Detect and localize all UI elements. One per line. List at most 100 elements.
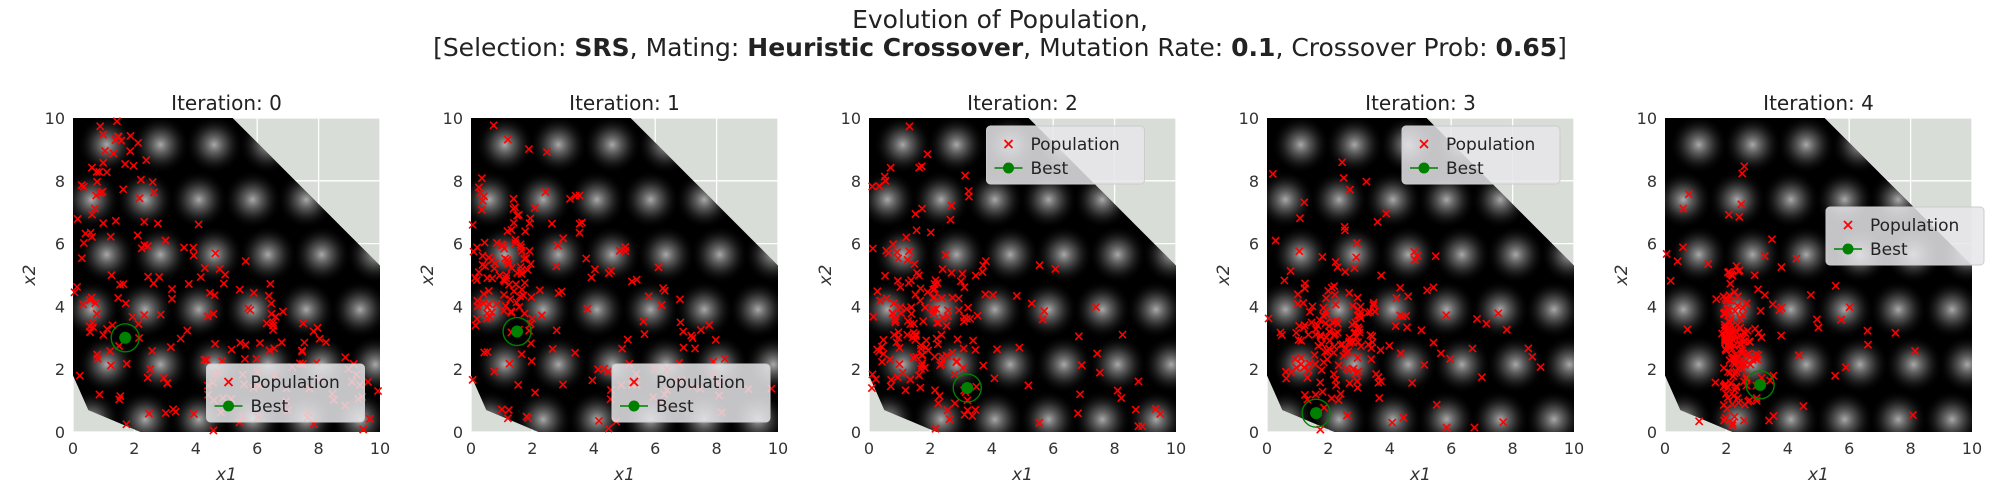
subplot-0: Iteration: 0 0 2 4 6 8 10 0 2 4 6 8 10 x1 x2 Population… [20, 91, 390, 485]
population-point [1027, 299, 1036, 308]
population-point [1339, 351, 1348, 361]
y-tick-label: 4 [1249, 297, 1259, 316]
population-point [1738, 169, 1747, 178]
population-point [1751, 349, 1761, 359]
population-point [1377, 271, 1386, 280]
population-point [623, 335, 632, 344]
population-point [964, 192, 974, 201]
population-point [588, 376, 597, 385]
population-point [167, 284, 177, 294]
heatmap-blob [1363, 390, 1423, 432]
title-part: [Selection: [433, 33, 574, 62]
population-point [1768, 300, 1777, 309]
population-point [1442, 423, 1451, 432]
x-tick-label: 10 [1564, 439, 1584, 458]
population-point [227, 345, 236, 354]
x-tick-label: 8 [1906, 439, 1916, 458]
population-point [1830, 371, 1840, 380]
population-point [93, 354, 102, 363]
population-point [522, 412, 531, 421]
population-point [958, 363, 968, 373]
population-point [919, 317, 928, 326]
population-point [517, 285, 527, 294]
population-point [1388, 418, 1397, 427]
population-point [903, 330, 912, 339]
population-point [184, 279, 193, 289]
population-point [892, 248, 902, 257]
population-point [96, 122, 105, 131]
population-point [478, 196, 487, 205]
population-point [1831, 281, 1840, 290]
population-point [1392, 293, 1401, 303]
legend-population-label: Population [1446, 135, 1535, 155]
population-point [1536, 362, 1545, 372]
population-point [487, 274, 497, 283]
population-point [92, 177, 102, 186]
population-point [875, 296, 885, 305]
population-point [575, 228, 584, 237]
population-point [1323, 346, 1332, 356]
population-point [542, 147, 552, 157]
population-point [1753, 285, 1763, 294]
legend: Population Best [986, 125, 1145, 185]
population-point [990, 374, 999, 383]
population-point [553, 241, 563, 250]
population-point [87, 163, 97, 172]
population-point [115, 395, 124, 404]
legend-population-marker [1419, 139, 1429, 149]
population-point [911, 209, 920, 219]
population-point [85, 295, 95, 305]
legend-population-label: Population [1031, 135, 1120, 155]
subplot-3: Iteration: 3 0 2 4 6 8 10 0 2 4 6 8 10 x1 x2 Population… [1214, 91, 1584, 485]
population-point [880, 172, 889, 181]
population-point [1429, 283, 1438, 292]
population-point [1727, 354, 1737, 363]
population-point [1297, 336, 1306, 345]
population-point [1432, 400, 1441, 409]
population-point [1293, 290, 1302, 299]
population-point [992, 345, 1002, 354]
heatmap-blob [1486, 225, 1545, 284]
legend-population-label: Population [1870, 216, 1959, 236]
population-point [1777, 262, 1786, 272]
population-point [78, 300, 88, 309]
population-point [243, 304, 253, 313]
population-point [1806, 290, 1816, 300]
legend-population-marker [1843, 220, 1853, 230]
population-point [1296, 353, 1306, 363]
population-point [105, 346, 115, 356]
population-point [114, 293, 123, 303]
population-point [525, 246, 534, 256]
population-point [1666, 276, 1675, 285]
population-point [948, 293, 957, 302]
population-point [189, 409, 199, 419]
population-point [523, 265, 532, 274]
y-tick-label: 2 [1647, 360, 1657, 379]
population-point [1353, 293, 1362, 302]
population-point [111, 216, 121, 225]
population-point [1355, 311, 1365, 320]
population-point [868, 370, 877, 379]
population-point [240, 354, 250, 364]
population-point [143, 241, 152, 251]
population-point [85, 322, 94, 331]
population-point [1720, 334, 1730, 343]
population-point [1311, 325, 1321, 334]
population-point [690, 344, 700, 353]
population-point [960, 283, 969, 292]
population-point [1420, 360, 1429, 370]
population-point [907, 309, 916, 319]
population-point [75, 371, 85, 380]
population-point [1836, 315, 1846, 324]
heatmap-blob [1665, 280, 1713, 339]
population-point [1470, 423, 1479, 432]
population-point [877, 357, 887, 367]
population-point [570, 348, 580, 357]
population-point [505, 359, 514, 368]
heatmap-blob [873, 225, 932, 284]
population-point [1303, 373, 1312, 382]
population-point [200, 355, 209, 365]
population-point [868, 182, 877, 191]
population-point [904, 278, 913, 288]
y-tick-label: 10 [443, 109, 463, 128]
